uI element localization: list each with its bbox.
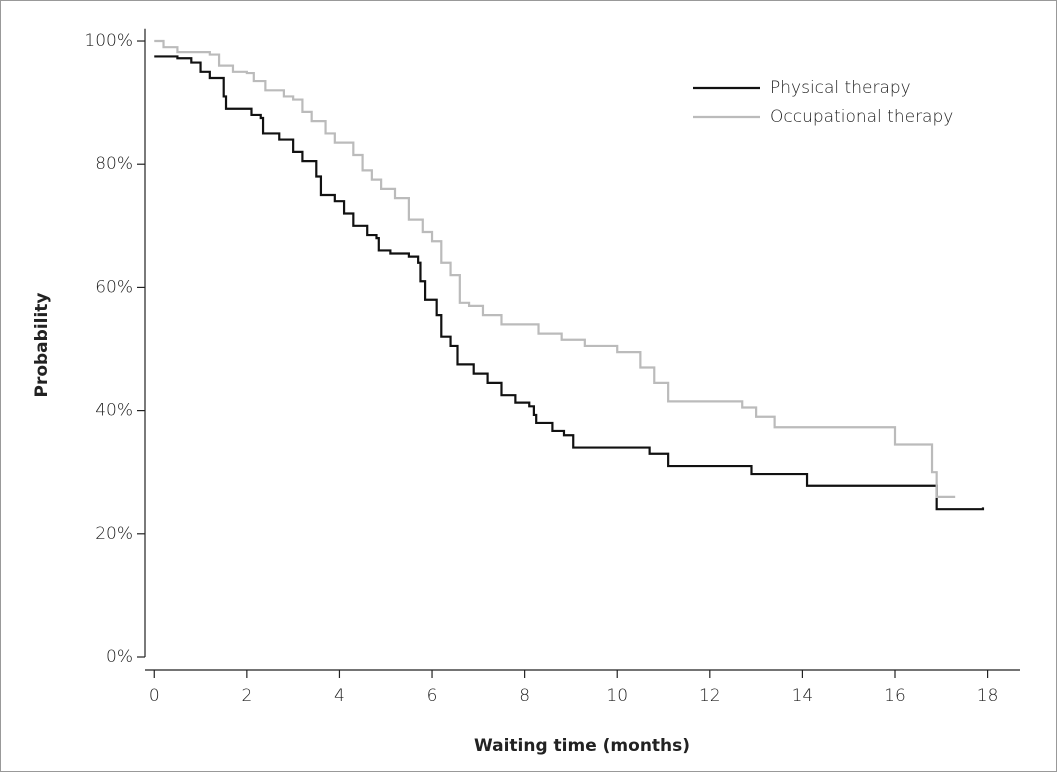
y-tick-label: 40% — [95, 401, 133, 421]
x-tick-label: 6 — [427, 686, 438, 706]
x-tick-label: 18 — [977, 686, 999, 706]
x-tick-label: 14 — [792, 686, 814, 706]
legend-label: Physical therapy — [770, 78, 911, 98]
x-tick-label: 12 — [699, 686, 721, 706]
x-tick-label: 2 — [241, 686, 252, 706]
legend-label: Occupational therapy — [770, 107, 953, 127]
x-axis-label: Waiting time (months) — [474, 736, 690, 756]
survival-curve — [154, 55, 985, 511]
survival-curve — [154, 39, 956, 498]
x-tick-label: 8 — [519, 686, 530, 706]
y-tick-label: 60% — [95, 277, 133, 297]
y-tick-label: 20% — [95, 524, 133, 544]
y-axis-label: Probability — [32, 292, 52, 397]
x-tick-label: 10 — [606, 686, 628, 706]
x-tick-label: 16 — [884, 686, 906, 706]
x-tick-label: 0 — [149, 686, 160, 706]
x-tick-label: 4 — [334, 686, 345, 706]
y-tick-label: 0% — [106, 647, 133, 667]
y-tick-label: 80% — [95, 154, 133, 174]
y-tick-label: 100% — [84, 31, 133, 51]
